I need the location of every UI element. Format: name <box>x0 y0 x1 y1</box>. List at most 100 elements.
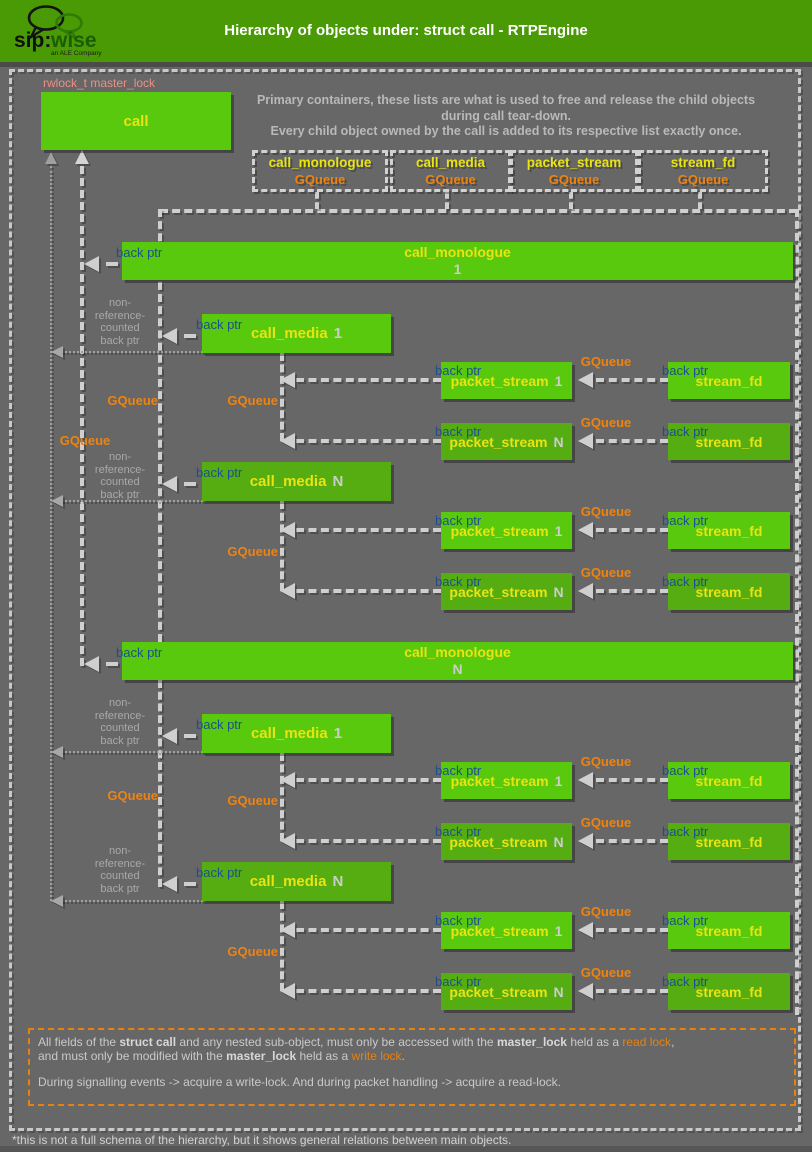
monologue-gqueue-line <box>158 680 162 887</box>
gqueue-arrow-icon <box>280 922 295 938</box>
gqueue-label: GQueue <box>227 944 278 959</box>
media-ps-link-line <box>296 378 441 382</box>
footnote: *this is not a full schema of the hierar… <box>12 1133 512 1147</box>
back-ptr-label: back ptr <box>196 865 243 880</box>
packet-stream-index: 1 <box>554 372 563 389</box>
gqueue-arrow-icon <box>578 833 593 849</box>
stream-fd-name: stream_fd <box>695 583 763 600</box>
stream-fd-name: stream_fd <box>695 433 763 450</box>
call-monologue-1-box: call_monologue 1 <box>122 242 793 280</box>
back-ptr-label: back ptr <box>435 424 482 439</box>
media-gqueue-spine <box>280 901 284 991</box>
back-ptr-arrow-icon <box>162 476 177 492</box>
speech-bubble-green-icon <box>55 13 83 33</box>
lock-note-line-2: and must only be modified with the maste… <box>38 1048 405 1063</box>
queue-stub-line <box>445 192 449 209</box>
call-monologue-n-box: call_monologue N <box>122 642 793 680</box>
back-ptr-dash <box>184 734 196 738</box>
queue-type: GQueue <box>677 172 729 187</box>
stream-fd-box: stream_fd <box>668 823 790 860</box>
queue-name: call_monologue <box>268 155 372 170</box>
stream-fd-box: stream_fd <box>668 573 790 610</box>
media-index: 1 <box>333 325 343 342</box>
gqueue-label: GQueue <box>580 904 632 919</box>
media-name: call_media <box>250 725 328 742</box>
queue-bracket-line <box>160 209 797 213</box>
queue-type: GQueue <box>548 172 600 187</box>
stream-fd-name: stream_fd <box>695 772 763 789</box>
nonref-arrow-icon <box>51 895 63 907</box>
intro-line-1: Primary containers, these lists are what… <box>256 93 756 107</box>
packet-stream-name: packet_stream <box>450 372 549 389</box>
queue-box-call-monologue: call_monologue GQueue <box>252 150 388 192</box>
stream-fd-box: stream_fd <box>668 362 790 399</box>
gqueue-label: GQueue <box>580 754 632 769</box>
media-index: N <box>332 473 344 490</box>
monologue-gqueue-line <box>158 209 162 642</box>
gqueue-label: GQueue <box>107 393 158 408</box>
queue-stub-line <box>315 192 319 209</box>
back-ptr-label: back ptr <box>116 245 163 260</box>
nonref-dotted-line <box>53 351 203 353</box>
queue-stub-line <box>698 192 702 209</box>
diagram-frame <box>9 69 801 1131</box>
gqueue-arrow-icon <box>280 833 295 849</box>
media-gqueue-spine <box>280 753 284 841</box>
back-ptr-label: back ptr <box>662 974 709 989</box>
gqueue-arrow-icon <box>280 433 295 449</box>
lock-note-box: All fields of the struct call and any ne… <box>28 1028 796 1106</box>
fd-ps-link-line <box>596 439 668 443</box>
header-bar: sip: wise an ALE Company Hierarchy of ob… <box>0 0 812 62</box>
back-ptr-arrow-icon <box>84 256 99 272</box>
back-ptr-label: back ptr <box>662 763 709 778</box>
back-ptr-label: back ptr <box>196 465 243 480</box>
logo-wise-text: wise <box>50 29 97 52</box>
gqueue-arrow-icon <box>578 522 593 538</box>
packet-stream-box: packet_stream N <box>441 973 572 1010</box>
back-ptr-dash <box>106 262 118 266</box>
speech-bubble-tail-icon <box>28 26 45 41</box>
packet-stream-index: 1 <box>554 522 563 539</box>
intro-line-3: Every child object owned by the call is … <box>270 124 742 138</box>
lock-note-line-3: During signalling events -> acquire a wr… <box>38 1075 561 1089</box>
packet-stream-name: packet_stream <box>450 522 549 539</box>
page-title: Hierarchy of objects under: struct call … <box>224 22 588 39</box>
stream-fd-name: stream_fd <box>695 833 763 850</box>
back-ptr-label: back ptr <box>435 974 482 989</box>
back-ptr-arrow-icon <box>84 656 99 672</box>
back-ptr-label: back ptr <box>116 645 163 660</box>
gqueue-label: GQueue <box>580 815 632 830</box>
gqueue-label: GQueue <box>580 415 632 430</box>
gqueue-label: GQueue <box>227 544 278 559</box>
header-shadow <box>0 62 812 67</box>
gqueue-arrow-icon <box>280 583 295 599</box>
gqueue-arrow-icon <box>578 922 593 938</box>
gqueue-arrow-icon <box>280 522 295 538</box>
packet-stream-index: 1 <box>554 922 563 939</box>
media-ps-link-line <box>296 839 441 843</box>
packet-stream-index: N <box>553 583 564 600</box>
gqueue-label: GQueue <box>59 433 111 448</box>
lock-note-line-1: All fields of the struct call and any ne… <box>38 1035 675 1049</box>
stream-fd-box: stream_fd <box>668 973 790 1010</box>
gqueue-label: GQueue <box>227 393 278 408</box>
stream-fd-box: stream_fd <box>668 762 790 799</box>
packet-stream-index: N <box>553 433 564 450</box>
back-ptr-up-arrow-icon <box>75 150 89 164</box>
call-media-box: call_media 1 <box>202 714 391 753</box>
back-ptr-dash <box>184 334 196 338</box>
packet-stream-name: packet_stream <box>449 583 548 600</box>
back-ptr-label: back ptr <box>662 824 709 839</box>
monologue-back-ptr-line <box>80 166 84 666</box>
packet-stream-name: packet_stream <box>450 772 549 789</box>
call-media-box: call_media N <box>202 462 391 501</box>
intro-line-2: during call tear-down. <box>441 108 571 123</box>
media-ps-link-line <box>296 778 441 782</box>
back-ptr-arrow-icon <box>162 328 177 344</box>
gqueue-label: GQueue <box>107 788 158 803</box>
logo-sip-text: sip: <box>14 29 51 52</box>
stream-fd-box: stream_fd <box>668 912 790 949</box>
stream-fd-name: stream_fd <box>695 983 763 1000</box>
back-ptr-label: back ptr <box>662 363 709 378</box>
